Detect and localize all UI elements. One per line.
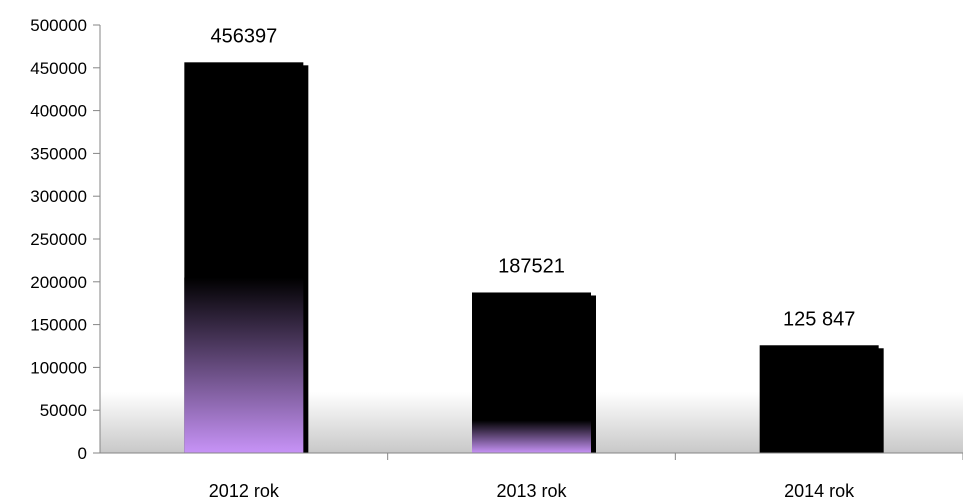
x-tick-label: 2012 rok (209, 481, 280, 500)
y-tick-label: 100000 (30, 358, 87, 377)
y-tick-label: 0 (78, 444, 87, 463)
y-tick-label: 400000 (30, 102, 87, 121)
data-label: 125 847 (783, 308, 855, 330)
bars (184, 62, 884, 454)
data-label: 187521 (498, 255, 565, 277)
y-tick-label: 200000 (30, 273, 87, 292)
y-tick-label: 300000 (30, 187, 87, 206)
y-tick-label: 250000 (30, 230, 87, 249)
bar-gradient (184, 277, 304, 453)
bar-gradient (472, 420, 591, 453)
labels: 0 50000 100000 150000 200000 250000 300000 3500… (30, 16, 855, 500)
bar (759, 345, 879, 453)
x-tick-label: 2013 rok (496, 481, 567, 500)
axes (93, 24, 963, 460)
y-tick-label: 150000 (30, 316, 87, 335)
y-tick-label: 450000 (30, 59, 87, 78)
data-label: 456397 (210, 25, 277, 47)
x-tick-label: 2014 rok (784, 481, 855, 500)
y-tick-label: 50000 (40, 401, 87, 420)
y-tick-label: 350000 (30, 144, 87, 163)
y-tick-label: 500000 (30, 16, 87, 35)
